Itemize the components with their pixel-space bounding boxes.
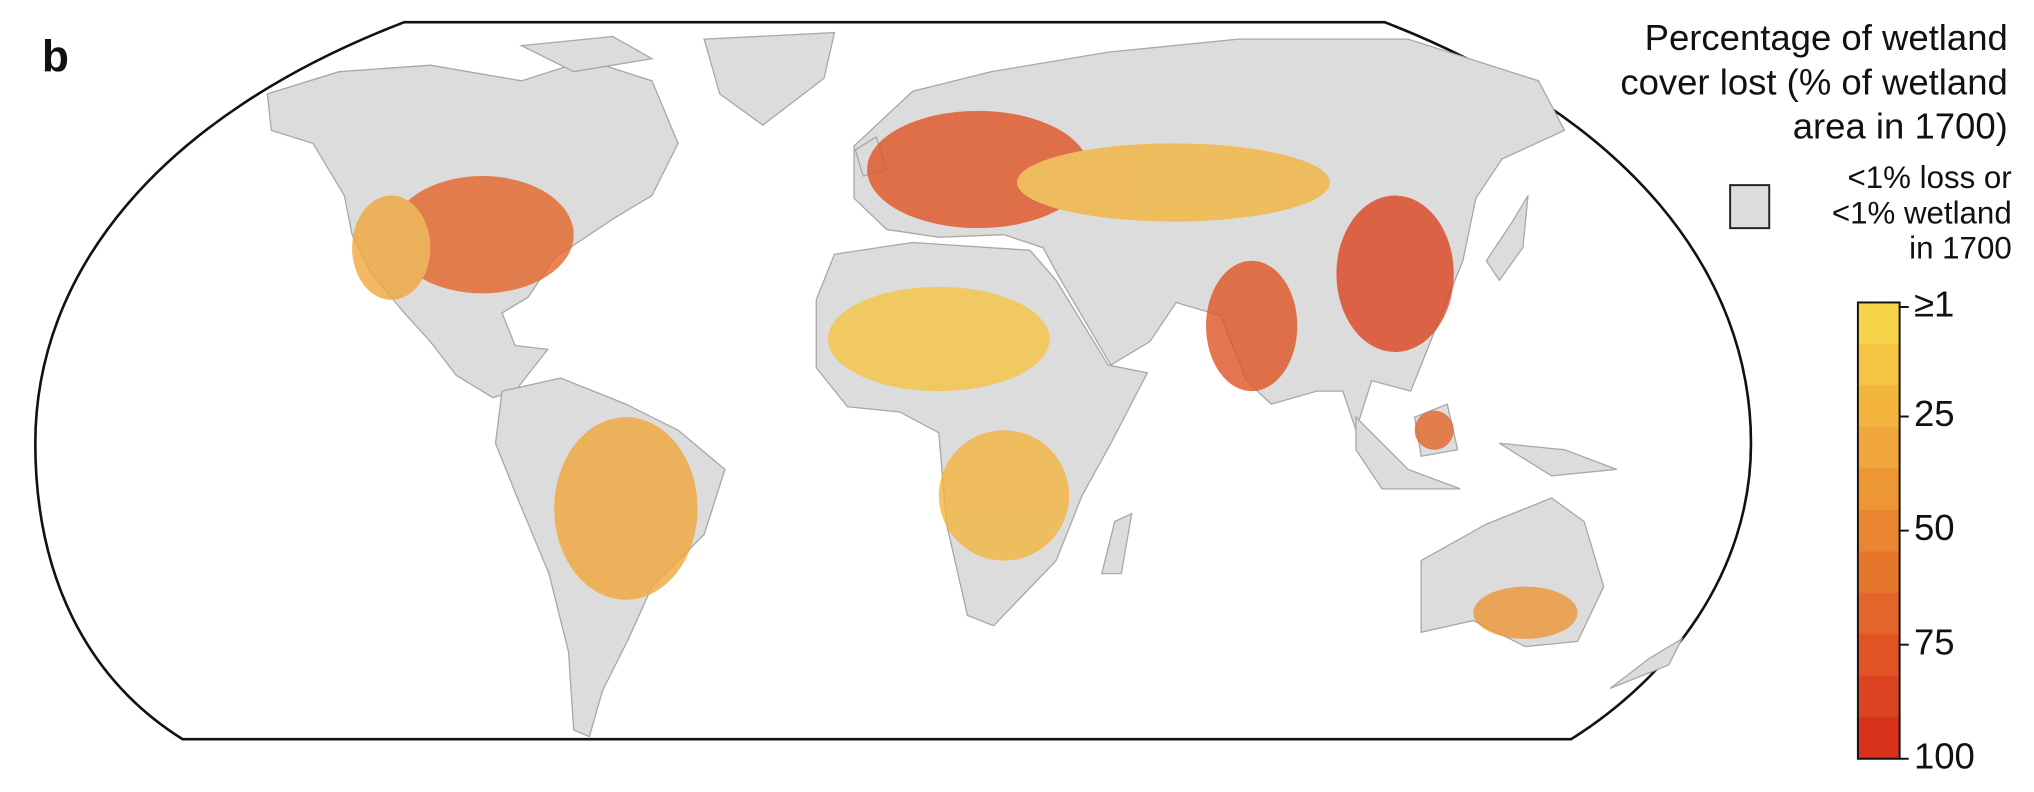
legend-title: cover lost (% of wetland [1620, 61, 2007, 102]
madagascar [1100, 512, 1133, 575]
greenland [703, 31, 836, 126]
colorbar-tick-label: 75 [1914, 621, 1955, 662]
legend-title: area in 1700) [1793, 106, 2008, 147]
colorbar-tick-label: ≥1 [1914, 284, 1954, 325]
loss-region [1473, 586, 1578, 639]
loss-region [938, 430, 1070, 561]
colorbar-tick-label: 100 [1914, 735, 1975, 776]
colorbar-band [1857, 426, 1900, 470]
loss-region [554, 417, 698, 600]
colorbar-band [1857, 675, 1900, 718]
legend-title: Percentage of wetland [1645, 17, 2008, 58]
japan [1485, 195, 1529, 282]
loss-region [827, 286, 1050, 392]
colorbar-band [1857, 302, 1900, 345]
loss-region [352, 195, 431, 300]
no-data-label: <1% loss or [1847, 160, 2011, 195]
colorbar-band [1857, 385, 1900, 428]
colorbar-band [1857, 592, 1900, 635]
new-zealand [1609, 637, 1684, 689]
colorbar-band [1857, 468, 1900, 511]
colorbar-tick-label: 25 [1914, 393, 1955, 434]
loss-region [1206, 260, 1298, 392]
no-data-swatch [1729, 184, 1771, 230]
loss-region [1414, 410, 1454, 450]
loss-region [1336, 195, 1454, 352]
colorbar-band [1857, 509, 1900, 552]
no-data-label: <1% wetland [1832, 195, 2012, 230]
arctic-islands [519, 35, 654, 73]
no-data-label: in 1700 [1909, 231, 2012, 266]
wetland-loss-shading [352, 110, 1578, 639]
colorbar-band [1857, 634, 1900, 677]
colorbar-band [1857, 551, 1900, 594]
colorbar-band [1857, 717, 1900, 760]
panel-label: b [42, 33, 69, 82]
loss-region [1017, 143, 1330, 222]
loss-region [391, 176, 574, 294]
colorbar-band [1857, 343, 1900, 387]
colorbar-tick-label: 50 [1914, 507, 1955, 548]
